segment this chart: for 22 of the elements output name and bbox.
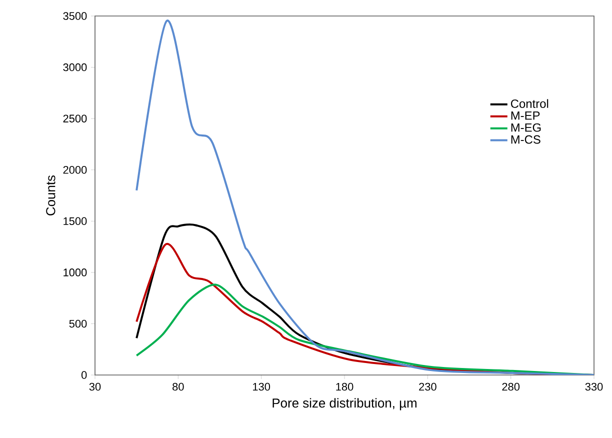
x-tick-label: 130	[253, 382, 270, 391]
x-tick-label: 80	[172, 382, 184, 391]
x-tick-label: 280	[502, 382, 520, 391]
y-tick-label: 1000	[64, 268, 87, 276]
legend-label: Control	[510, 99, 548, 108]
y-tick-label: 500	[69, 320, 87, 328]
y-tick-label: 1500	[64, 217, 87, 226]
x-axis-title: Pore size distribution, µm	[272, 398, 416, 410]
line-series	[136, 20, 594, 375]
legend-label: M-EP	[511, 111, 540, 120]
x-tick-label: 30	[89, 382, 101, 391]
y-axis-title: Counts	[46, 175, 56, 216]
legend-label: M-CS	[511, 135, 540, 144]
x-tick-label: 330	[585, 382, 603, 391]
y-tick-label: 2000	[63, 166, 87, 174]
legend-label: M-EG	[511, 123, 541, 132]
x-tick-label: 180	[336, 382, 354, 391]
y-tick-label: 2500	[63, 114, 87, 122]
y-tick-label: 3500	[63, 12, 87, 20]
y-tick-label: 0	[81, 371, 87, 379]
y-tick-label: 3000	[63, 63, 87, 72]
x-tick-label: 230	[419, 382, 436, 391]
